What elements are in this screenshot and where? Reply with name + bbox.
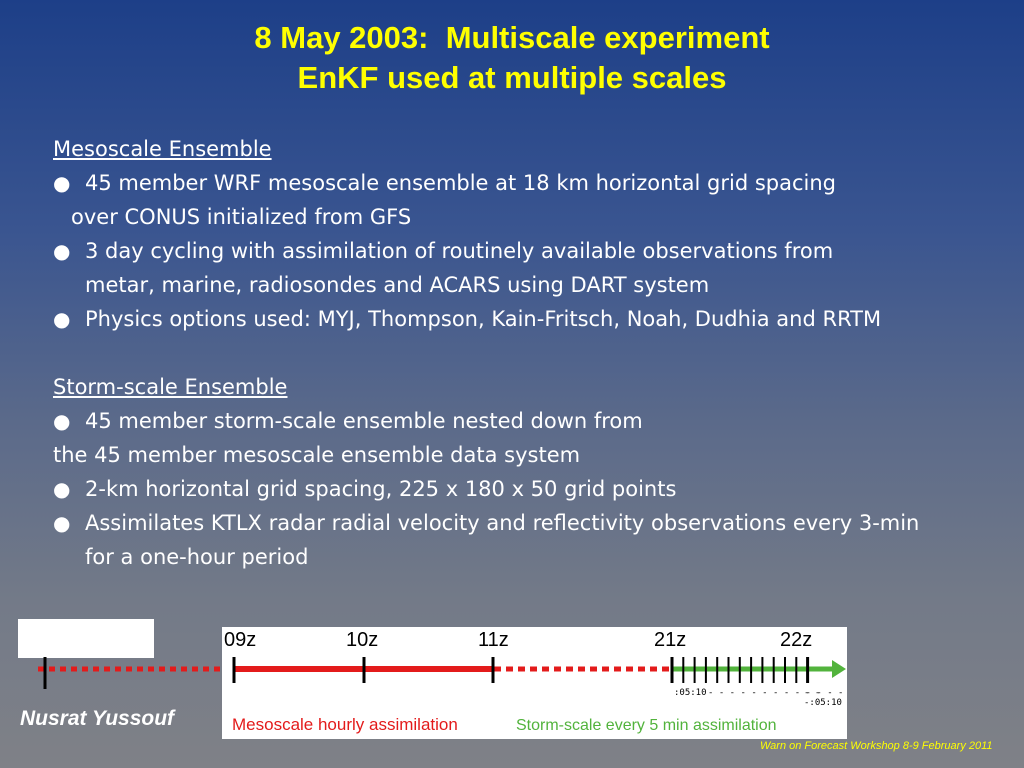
bullet-line: for a one-hour period — [85, 545, 309, 569]
meso-legend-label: Mesoscale hourly assimilation — [232, 715, 458, 734]
bullet-icon: ● — [53, 477, 71, 501]
time-label-10z: 10z — [346, 629, 379, 651]
bullet-continuation: the 45 member mesoscale ensemble data sy… — [53, 443, 581, 467]
footer-text: Warn on Forecast Workshop 8-9 February 2… — [760, 740, 993, 752]
spacer — [53, 336, 1013, 370]
bullet-line: 3 day cycling with assimilation of routi… — [85, 239, 834, 263]
bullet-icon: ● — [53, 307, 71, 331]
title-line-1: 8 May 2003: Multiscale experiment — [254, 20, 770, 55]
slide-body: Mesoscale Ensemble ● 45 member WRF mesos… — [53, 132, 1013, 574]
list-item: ● 45 member WRF mesoscale ensemble at 18… — [53, 166, 1013, 200]
bullet-icon: ● — [53, 409, 71, 433]
time-label-11z: 11z — [478, 629, 509, 651]
mesoscale-heading: Mesoscale Ensemble — [53, 137, 272, 161]
interval-dashes: - - - - - - - - - - - - - — [708, 688, 844, 698]
list-item: ● 2-km horizontal grid spacing, 225 x 18… — [53, 472, 1013, 506]
bullet-text: 45 member WRF mesoscale ensemble at 18 k… — [85, 171, 837, 195]
bullet-text: Assimilates KTLX radar radial velocity a… — [85, 506, 1013, 574]
stormscale-heading: Storm-scale Ensemble — [53, 375, 288, 399]
author-name: Nusrat Yussouf — [20, 707, 175, 730]
timeline-graphic — [232, 657, 846, 683]
slide-title: 8 May 2003: Multiscale experiment EnKF u… — [0, 18, 1024, 98]
bullet-text: 2-km horizontal grid spacing, 225 x 180 … — [85, 477, 677, 501]
title-line-2: EnKF used at multiple scales — [297, 60, 727, 95]
bullet-line: Assimilates KTLX radar radial velocity a… — [85, 511, 920, 535]
time-label-21z: 21z — [654, 629, 687, 651]
interval-start-label: :05:10 — [674, 688, 707, 698]
bullet-icon: ● — [53, 511, 71, 535]
bullet-text: 45 member storm-scale ensemble nested do… — [85, 409, 643, 433]
time-label-09z: 09z — [224, 629, 257, 651]
bullet-continuation: over CONUS initialized from GFS — [71, 205, 412, 229]
blank-white-box — [18, 619, 154, 658]
arrow-head-icon — [832, 660, 846, 678]
list-item: ● Physics options used: MYJ, Thompson, K… — [53, 302, 1013, 336]
interval-end-label: - - -:05:10 — [804, 688, 842, 708]
bullet-icon: ● — [53, 171, 71, 195]
list-item: ● Assimilates KTLX radar radial velocity… — [53, 506, 1013, 574]
storm-legend-label: Storm-scale every 5 min assimilation — [516, 717, 777, 734]
bullet-text: Physics options used: MYJ, Thompson, Kai… — [85, 307, 882, 331]
storm-ticks — [670, 657, 810, 683]
assimilation-timeline: 09z 10z 11z 21z 22z :05:10 - - - - - - -… — [222, 627, 847, 739]
bullet-line: metar, marine, radiosondes and ACARS usi… — [85, 273, 710, 297]
bullet-text: 3 day cycling with assimilation of routi… — [85, 234, 1013, 302]
time-label-22z: 22z — [780, 629, 813, 651]
list-item: ● 3 day cycling with assimilation of rou… — [53, 234, 1013, 302]
bullet-icon: ● — [53, 239, 71, 263]
list-item: ● 45 member storm-scale ensemble nested … — [53, 404, 1013, 438]
